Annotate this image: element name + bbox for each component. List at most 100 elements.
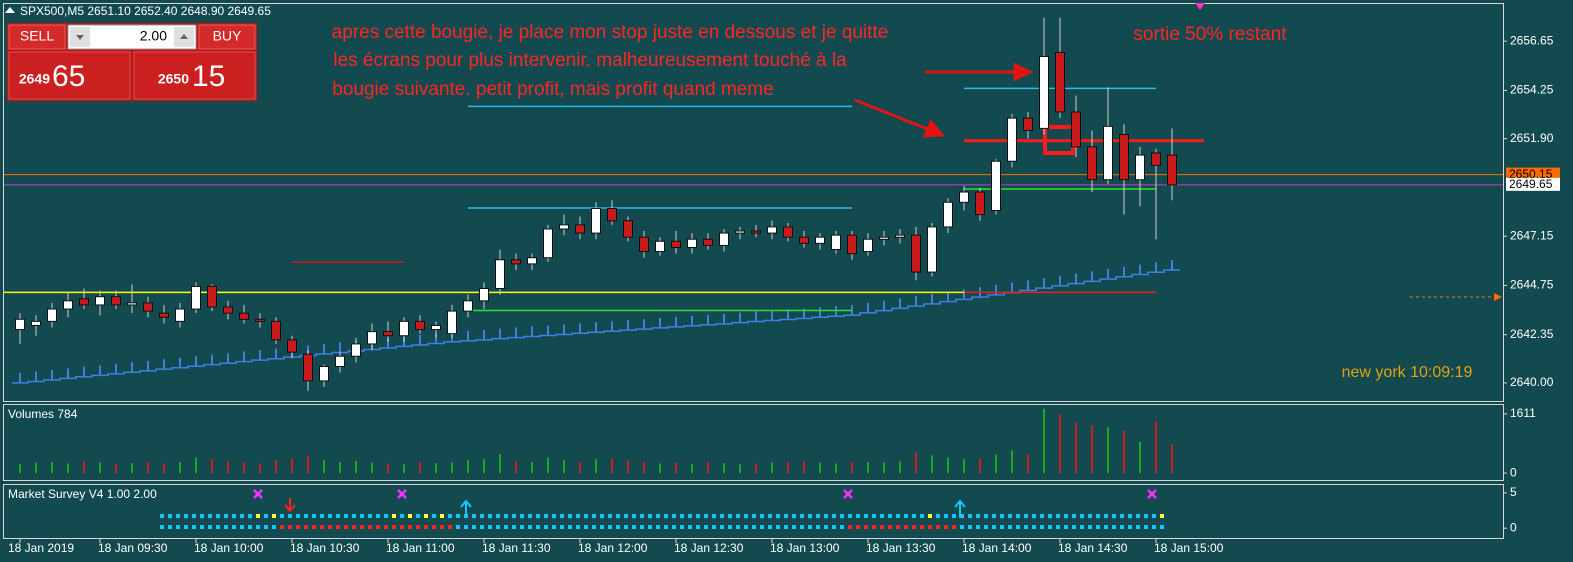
- signal-dot: [464, 525, 468, 529]
- signal-dot: [1016, 514, 1020, 518]
- signal-dot: [528, 514, 532, 518]
- signal-dot: [456, 525, 460, 529]
- signal-dot: [304, 525, 308, 529]
- exit-note: sortie 50% restant: [1133, 24, 1287, 45]
- signal-dot: [1152, 525, 1156, 529]
- signal-dot: [1008, 514, 1012, 518]
- signal-dot: [344, 525, 348, 529]
- signal-dot: [160, 514, 164, 518]
- x-tick-label: 18 Jan 09:30: [98, 541, 168, 555]
- signal-dot: [816, 525, 820, 529]
- candle-body: [1135, 154, 1145, 181]
- signal-dot: [400, 525, 404, 529]
- signal-dot: [408, 525, 412, 529]
- signal-dot: [416, 525, 420, 529]
- signal-dot: [1080, 525, 1084, 529]
- signal-dot: [1160, 525, 1164, 529]
- y-tick-label: 1611: [1510, 406, 1536, 420]
- x-tick-label: 18 Jan 12:30: [674, 541, 744, 555]
- signal-dot: [472, 514, 476, 518]
- signal-dot: [280, 525, 284, 529]
- signal-dot: [648, 525, 652, 529]
- signal-dot: [672, 514, 676, 518]
- signal-dot: [912, 514, 916, 518]
- candle-body: [879, 236, 889, 240]
- signal-dot: [1152, 514, 1156, 518]
- sell-price-box[interactable]: [8, 51, 131, 100]
- note-line: les écrans pour plus intervenir. malheur…: [333, 50, 847, 71]
- sell-price-big: 2649: [19, 71, 50, 87]
- signal-dot: [896, 514, 900, 518]
- collapse-icon[interactable]: [5, 7, 15, 13]
- signal-dot: [1128, 514, 1132, 518]
- candle-body: [575, 224, 585, 234]
- signal-dot: [888, 525, 892, 529]
- candle-body: [495, 259, 505, 290]
- buy-label[interactable]: BUY: [213, 28, 242, 44]
- lot-down-icon: [76, 35, 84, 40]
- candle-body: [47, 308, 57, 322]
- signal-dot: [888, 514, 892, 518]
- candle-body: [431, 324, 441, 331]
- x-tick-label: 18 Jan 13:00: [770, 541, 840, 555]
- buy-button[interactable]: [198, 24, 256, 50]
- signal-dot: [696, 514, 700, 518]
- candle-body: [1039, 56, 1049, 129]
- signal-dot: [944, 514, 948, 518]
- lot-value[interactable]: 2.00: [140, 28, 167, 44]
- signal-dot: [568, 514, 572, 518]
- signal-dot: [1032, 514, 1036, 518]
- signal-dot: [560, 525, 564, 529]
- signal-dot: [1024, 514, 1028, 518]
- trade-panel: SELL 2.00 BUY 2649 65 2650 15: [7, 23, 257, 101]
- up-arrow: [460, 499, 472, 518]
- candle-body: [655, 240, 665, 253]
- signal-dot: [456, 514, 460, 518]
- signal-dot: [728, 514, 732, 518]
- signal-dot: [840, 514, 844, 518]
- candle-body: [159, 312, 169, 318]
- signal-dot: [560, 514, 564, 518]
- signal-dot: [568, 525, 572, 529]
- sell-label[interactable]: SELL: [20, 28, 54, 44]
- arrow-head: [1013, 62, 1034, 82]
- signal-dot: [688, 514, 692, 518]
- sell-button[interactable]: [8, 24, 66, 50]
- signal-dot: [800, 525, 804, 529]
- signal-dot: [416, 514, 420, 518]
- signal-dot: [248, 525, 252, 529]
- signal-dot: [320, 525, 324, 529]
- signal-dot: [1096, 525, 1100, 529]
- candle-body: [895, 234, 905, 238]
- signal-dot: [192, 525, 196, 529]
- signal-dot: [952, 525, 956, 529]
- buy-price-box[interactable]: [133, 51, 256, 100]
- buy-price-small: 15: [192, 60, 225, 93]
- x-tick-label: 18 Jan 11:00: [386, 541, 455, 555]
- signal-dot: [200, 514, 204, 518]
- candle-body: [943, 201, 953, 228]
- signal-dot: [744, 514, 748, 518]
- signal-dot: [816, 514, 820, 518]
- candle-body: [1087, 146, 1097, 181]
- note-line: bougie suivante. petit profit, mais prof…: [332, 79, 773, 100]
- signal-dot: [296, 525, 300, 529]
- signal-dot: [1040, 525, 1044, 529]
- signal-dot: [440, 525, 444, 529]
- signal-dot: [424, 514, 428, 518]
- signal-dot: [376, 514, 380, 518]
- x-tick-label: 18 Jan 10:00: [194, 541, 264, 555]
- note-line: apres cette bougie, je place mon stop ju…: [332, 22, 889, 43]
- signal-dot: [488, 514, 492, 518]
- signal-dot: [208, 525, 212, 529]
- signal-dot: [1136, 525, 1140, 529]
- candle-body: [991, 160, 1001, 212]
- signal-dot: [896, 525, 900, 529]
- signal-dot: [968, 514, 972, 518]
- signal-dot: [720, 514, 724, 518]
- signal-dot: [584, 514, 588, 518]
- x-tick-label: 18 Jan 10:30: [290, 541, 360, 555]
- candle-body: [367, 331, 377, 345]
- signal-dot: [944, 525, 948, 529]
